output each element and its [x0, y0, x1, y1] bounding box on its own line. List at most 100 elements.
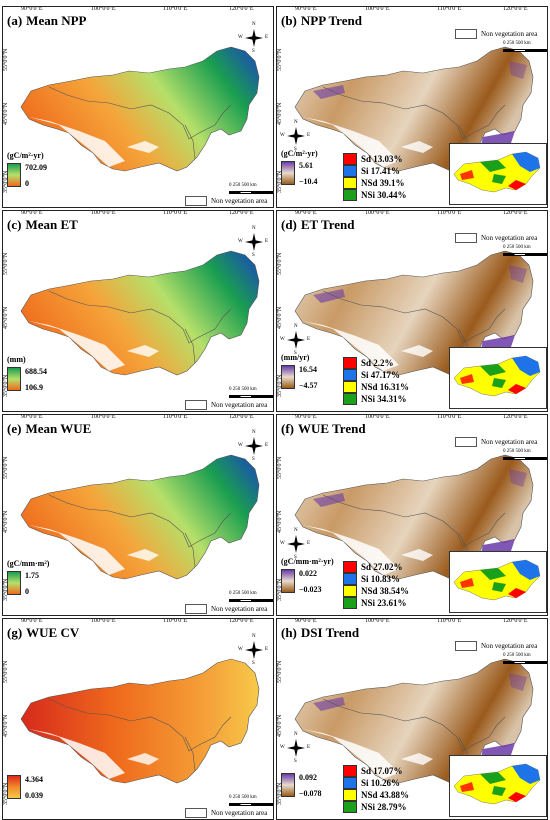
longitude-label: 110°0'0"E — [163, 618, 188, 624]
scale-unit: km — [250, 795, 257, 800]
latitude-label: 55°0'0"N — [277, 252, 283, 275]
longitude-label: 110°0'0"E — [163, 6, 188, 12]
legend-min: −0.078 — [299, 789, 322, 798]
trend-stat-row: NSd 38.54% — [343, 585, 409, 597]
compass-e: E — [265, 443, 269, 448]
trend-stat-name: NSd — [361, 790, 378, 800]
trend-swatch — [343, 789, 357, 801]
panel-title-text: NPP Trend — [300, 13, 362, 28]
panel-title-text: Mean WUE — [25, 421, 92, 436]
trend-stat-name: NSd — [361, 382, 378, 392]
latitude-label: 45°0'0"N — [3, 714, 9, 737]
trend-stat-name: Sd — [361, 358, 372, 368]
compass-e: E — [265, 647, 269, 652]
non-vegetation-label: Non vegetation area — [211, 401, 268, 409]
trend-stat-value: 28.79% — [377, 802, 407, 812]
non-vegetation-legend: Non vegetation area — [455, 29, 537, 39]
legend-unit: (gC/mm·m²) — [7, 559, 50, 568]
map-panel-c: (c) Mean ET 90°0'0"E 100°0'0"E 110°0'0"E 120… — [2, 210, 274, 412]
non-vegetation-swatch — [455, 437, 477, 447]
trend-stat-value: 23.61% — [377, 598, 407, 608]
scale-text: 0 250 500 — [229, 591, 249, 596]
longitude-label: 90°0'0"E — [21, 6, 43, 12]
trend-stat-name: NSi — [361, 190, 376, 200]
legend-unit: (mm) — [7, 355, 26, 364]
non-vegetation-swatch — [455, 233, 477, 243]
non-vegetation-swatch — [185, 604, 207, 614]
legend-color-bar — [281, 161, 295, 185]
longitude-label: 110°0'0"E — [163, 414, 188, 420]
compass-n: N — [252, 634, 256, 639]
trend-swatch — [343, 765, 357, 777]
longitude-label: 90°0'0"E — [295, 6, 317, 12]
north-arrow-icon: N W E S — [238, 430, 269, 462]
trend-stat-row: Sd 13.03% — [343, 153, 407, 165]
compass-n: N — [252, 226, 256, 231]
legend-max: 5.61 — [299, 161, 313, 170]
compass-w: W — [280, 337, 285, 342]
north-arrow-icon: N W E S — [280, 324, 310, 356]
legend-min: 0 — [25, 179, 29, 188]
longitude-label: 100°0'0"E — [365, 414, 390, 420]
non-vegetation-legend: Non vegetation area — [455, 641, 537, 651]
non-vegetation-legend: Non vegetation area — [455, 437, 537, 447]
north-arrow-icon: N W E S — [238, 226, 268, 258]
panel-title: (d) ET Trend — [281, 217, 354, 233]
trend-stat-name: NSd — [361, 178, 378, 188]
scale-text: 0 250 500 — [503, 41, 523, 46]
longitude-label: 90°0'0"E — [21, 618, 43, 624]
longitude-label: 110°0'0"E — [163, 210, 188, 216]
trend-stat-value: 38.54% — [379, 586, 410, 596]
legend-color-bar — [7, 571, 21, 595]
compass-w: W — [280, 541, 285, 546]
compass-w: W — [238, 443, 243, 448]
compass-n: N — [294, 324, 298, 329]
trend-stat-row: NSi 30.44% — [343, 189, 407, 201]
longitude-label: 120°0'0"E — [229, 618, 254, 624]
trend-stat-row: Sd 2.2% — [343, 357, 409, 369]
compass-n: N — [294, 732, 298, 737]
non-vegetation-swatch — [455, 29, 477, 39]
trend-swatch — [343, 597, 357, 609]
compass-n: N — [252, 430, 256, 435]
north-arrow-icon: N W E S — [238, 634, 269, 666]
scale-unit: km — [250, 591, 257, 596]
latitude-label: 45°0'0"N — [277, 510, 283, 533]
map-panel-b: (b) NPP Trend 90°0'0"E 100°0'0"E 110°0'0"E 1… — [276, 6, 548, 208]
map-panel-f: (f) WUE Trend 90°0'0"E 100°0'0"E 110°0'0"E 1… — [276, 414, 548, 616]
longitude-label: 100°0'0"E — [91, 6, 116, 12]
non-vegetation-swatch — [185, 196, 207, 206]
trend-stat-value: 16.31% — [379, 382, 410, 392]
longitude-label: 120°0'0"E — [229, 414, 254, 420]
panel-title: (c) Mean ET — [7, 217, 78, 233]
panel-title: (h) DSI Trend — [281, 625, 359, 641]
panel-label: (a) — [7, 13, 23, 28]
longitude-label: 90°0'0"E — [295, 618, 317, 624]
compass-s: S — [294, 759, 297, 764]
longitude-label: 120°0'0"E — [229, 6, 254, 12]
non-vegetation-swatch — [185, 400, 207, 410]
panel-label: (h) — [281, 625, 297, 640]
scale-bar: 0 250 500 km — [503, 449, 547, 460]
longitude-label: 100°0'0"E — [91, 210, 116, 216]
panel-title: (f) WUE Trend — [281, 421, 366, 437]
scale-text: 0 250 500 — [503, 449, 523, 454]
scale-text: 0 250 500 — [229, 795, 249, 800]
scale-text: 0 250 500 — [229, 387, 249, 392]
panel-title-text: Mean NPP — [26, 13, 87, 28]
panel-label: (f) — [281, 421, 294, 436]
panel-title-text: WUE CV — [26, 625, 80, 640]
scale-bar: 0 250 500 km — [503, 245, 547, 256]
legend-unit: (mm/yr) — [281, 353, 310, 362]
panel-title: (e) Mean WUE — [7, 421, 91, 437]
non-vegetation-label: Non vegetation area — [211, 197, 268, 205]
panel-title: (g) WUE CV — [7, 625, 79, 641]
legend-max: 0.092 — [299, 773, 317, 782]
trend-stat-row: Si 17.41% — [343, 165, 407, 177]
longitude-label: 90°0'0"E — [295, 210, 317, 216]
non-vegetation-swatch — [455, 641, 477, 651]
longitude-label: 100°0'0"E — [365, 618, 390, 624]
non-vegetation-label: Non vegetation area — [481, 234, 538, 242]
legend-max: 16.54 — [299, 365, 317, 374]
legend-min: −0.023 — [299, 585, 322, 594]
